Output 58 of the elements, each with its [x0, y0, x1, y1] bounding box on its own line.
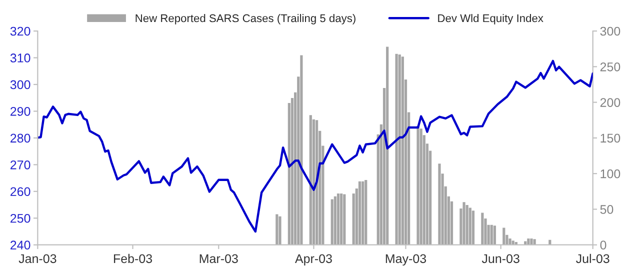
y-tick-label: 260: [10, 187, 30, 196]
y-tick-label: 280: [10, 134, 30, 143]
y-tick-label: 240: [10, 240, 30, 250]
y2-tick-label: 50: [600, 205, 614, 214]
x-tick-label: May-03: [386, 254, 426, 266]
y2-tick-label: 300: [600, 26, 620, 36]
bar: [472, 210, 475, 245]
legend-label: New Reported SARS Cases (Trailing 5 days): [136, 14, 356, 24]
y2-tick-label: 200: [600, 98, 620, 107]
bar: [361, 181, 364, 245]
bar: [330, 199, 334, 245]
x-tick-label: Mar-03: [200, 254, 238, 264]
y-tick-label: 290: [10, 107, 30, 116]
y2-tick-label: 150: [600, 134, 620, 143]
bar: [312, 119, 316, 245]
bar: [276, 214, 278, 245]
x-tick-label: Jan-03: [18, 254, 56, 264]
bar: [438, 164, 441, 245]
bar: [508, 238, 512, 245]
bar: [278, 216, 282, 245]
y-tick-label: 270: [10, 160, 30, 170]
bar: [490, 224, 493, 245]
bar: [530, 238, 533, 245]
y-tick-label: 300: [10, 80, 30, 90]
y2-tick-label: 100: [600, 169, 620, 178]
x-tick-label: Feb-03: [114, 254, 152, 264]
bar: [502, 228, 506, 245]
bar: [309, 115, 312, 245]
bar: [416, 126, 420, 245]
x-tick-label: Apr-03: [294, 254, 332, 266]
bar: [336, 194, 340, 245]
bar: [401, 56, 404, 245]
bar: [364, 180, 368, 245]
legend-label: Dev Wld Equity Index: [438, 14, 544, 24]
y-tick-label: 250: [10, 214, 30, 223]
bar: [493, 226, 496, 245]
bar: [398, 54, 401, 245]
y-tick-label: 310: [10, 54, 30, 62]
bar: [386, 46, 389, 245]
y2-tick-label: 250: [600, 62, 620, 72]
y2-tick-label: 0: [600, 240, 606, 250]
x-tick-label: Jun-03: [482, 254, 520, 264]
bar: [300, 55, 303, 245]
bar: [527, 238, 530, 245]
bar: [395, 54, 398, 245]
line-series: [38, 60, 593, 233]
bar: [334, 196, 336, 245]
bar: [420, 128, 422, 245]
x-tick-label: Jul-03: [576, 254, 610, 264]
bar: [358, 181, 362, 245]
bar: [468, 208, 472, 245]
bar: [343, 194, 346, 245]
bar: [466, 204, 468, 245]
bar: [533, 239, 536, 245]
bar: [481, 212, 484, 245]
bar: [462, 202, 466, 245]
y-tick-label: 320: [10, 26, 30, 36]
bar: [340, 194, 343, 245]
